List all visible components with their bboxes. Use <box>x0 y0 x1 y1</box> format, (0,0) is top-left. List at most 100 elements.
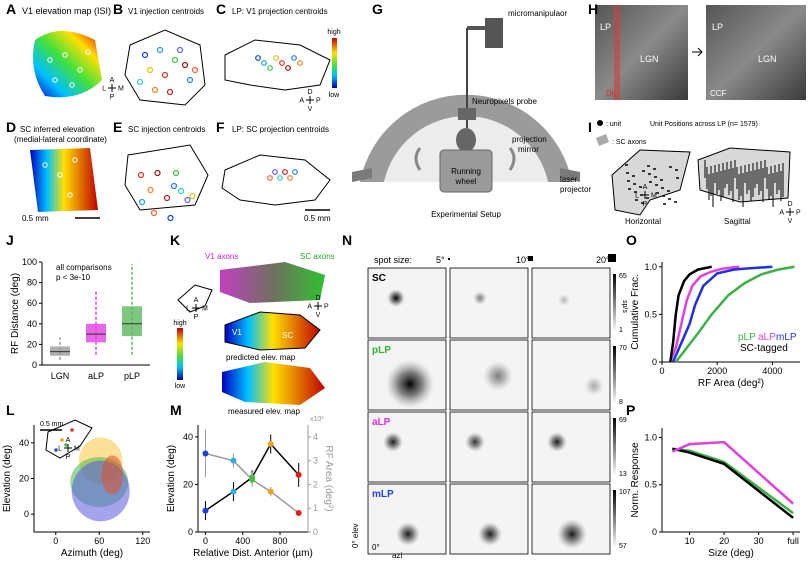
compass <box>641 191 649 199</box>
dome <box>360 94 572 182</box>
compass-label: A <box>66 437 71 444</box>
marker <box>69 82 75 88</box>
y-tick-label: 20 <box>19 474 29 484</box>
label: LGN <box>758 54 777 64</box>
series-line <box>674 265 795 363</box>
centroid <box>150 209 158 217</box>
compass-label: A <box>194 297 199 304</box>
axon-map <box>220 262 325 303</box>
probe-holder <box>458 108 476 120</box>
box <box>50 346 70 356</box>
centroid <box>267 175 273 181</box>
label: LP: V1 projection centroids <box>232 7 328 16</box>
compass-label: L <box>102 86 106 93</box>
x-tick-label: full <box>787 536 799 546</box>
label: V1 axons <box>205 252 238 261</box>
label: p < 3e-10 <box>56 273 91 282</box>
centroid <box>154 169 161 177</box>
axon-marker <box>596 134 609 146</box>
sagittal-outline <box>697 147 791 203</box>
label: low <box>175 383 186 390</box>
y-axis-label: Norm. Response <box>630 442 641 517</box>
label: high <box>173 320 186 327</box>
centroid <box>272 169 278 175</box>
centroid <box>189 192 196 200</box>
y-tick-label: 40 <box>183 432 193 442</box>
x-tick-label: 10 <box>685 536 695 546</box>
label: 70 <box>619 345 627 352</box>
compass-label: D <box>787 201 792 208</box>
compass-label: V <box>788 218 793 225</box>
response-blob <box>386 360 434 408</box>
box <box>122 306 142 337</box>
marker <box>54 448 58 452</box>
label: wheel <box>455 177 477 186</box>
x-tick-label: 400 <box>235 536 250 546</box>
y-axis-label: Cumulative Frac. <box>630 274 641 350</box>
compass-label: A <box>643 184 648 191</box>
compass-label: P <box>643 201 648 208</box>
compass <box>108 84 116 92</box>
compass <box>192 304 200 312</box>
size-glyph <box>448 258 450 260</box>
centroid <box>255 55 261 61</box>
axis <box>33 425 150 533</box>
y-tick-label: 60 <box>27 298 37 308</box>
label: measured elev. map <box>228 407 300 416</box>
x-tick-label: LGN <box>51 371 70 381</box>
heatmap-cell <box>449 411 529 483</box>
y-axis-label: Elevation (deg) <box>2 445 13 512</box>
label: 20° <box>596 255 610 265</box>
size-glyph <box>608 254 616 262</box>
label: mirror <box>518 145 539 154</box>
x-axis-label: Size (deg) <box>708 548 754 559</box>
panel-letter: H <box>588 1 598 17</box>
response-blob <box>478 522 502 546</box>
x-tick-label: 120 <box>135 536 150 546</box>
y-tick-label: 0 <box>652 527 657 537</box>
centroid <box>273 55 279 61</box>
centroid <box>297 60 303 66</box>
legend-entry: aLP <box>758 332 776 343</box>
series-line <box>671 440 794 505</box>
response-blob <box>465 432 485 452</box>
point <box>295 471 302 478</box>
compass <box>314 302 322 310</box>
unit-marker <box>597 120 603 126</box>
label: 10° <box>516 255 530 265</box>
y2-tick-label: 3 <box>313 456 318 466</box>
panel-letter: D <box>6 119 16 135</box>
label: x10³ <box>310 416 324 423</box>
centroid <box>166 88 174 96</box>
lp-inset <box>177 284 213 313</box>
mirror <box>414 147 516 171</box>
y-tick-label: 40 <box>27 319 37 329</box>
x-tick-label: 60 <box>94 536 104 546</box>
lp-inset <box>45 419 93 459</box>
colorbar <box>177 328 183 380</box>
y-tick-label: 40 <box>19 438 29 448</box>
compass-label: A <box>110 77 115 84</box>
measured-map <box>222 362 325 405</box>
compass-label: P <box>796 210 801 217</box>
panel-letter: B <box>113 1 123 17</box>
centroid <box>136 78 144 86</box>
label: micromanipulaor <box>508 9 567 18</box>
y-axis-label: RF Distance (deg) <box>10 273 21 354</box>
y2-tick-label: 1 <box>313 503 318 513</box>
response-blob <box>557 519 587 549</box>
panel-letter: M <box>170 402 182 418</box>
point <box>267 488 274 495</box>
point <box>230 457 237 464</box>
series-line <box>669 265 712 363</box>
centroid <box>163 194 171 202</box>
marker <box>67 192 73 198</box>
label: (medial-lateral coordinate) <box>14 135 107 144</box>
point <box>202 507 209 514</box>
heatmap-cell <box>367 411 447 483</box>
compass-label: M <box>118 86 124 93</box>
label: : SC axons <box>612 139 647 146</box>
legend-entry: mLP <box>776 332 797 343</box>
panel-letter: I <box>588 119 592 135</box>
centroid <box>184 196 191 204</box>
